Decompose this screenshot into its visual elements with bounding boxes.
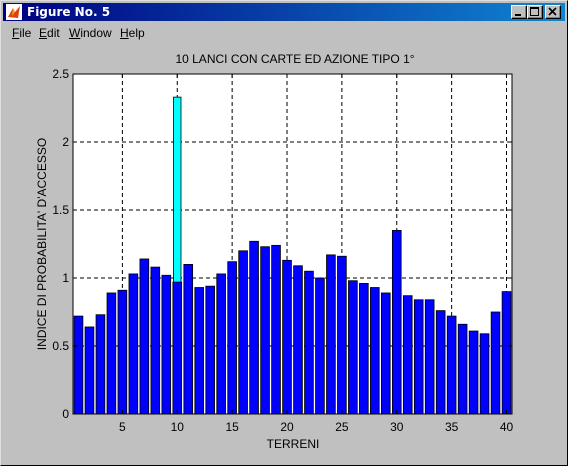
bar [95, 314, 106, 415]
x-tick-label: 35 [445, 420, 459, 434]
y-tick-label: 2.5 [52, 67, 69, 81]
bar [348, 280, 358, 415]
x-tick-label: 30 [390, 420, 404, 434]
bar [183, 263, 194, 415]
bar [326, 254, 336, 415]
minimize-button[interactable] [511, 5, 527, 19]
bar [315, 277, 325, 415]
bar [117, 289, 128, 415]
bar [238, 250, 248, 415]
bar [139, 258, 150, 415]
bar [337, 255, 347, 415]
bar [457, 323, 468, 415]
highlight-bar [173, 96, 182, 283]
bar [271, 244, 281, 415]
bar [380, 292, 391, 415]
maximize-button[interactable] [527, 5, 543, 19]
bar [227, 261, 237, 415]
close-icon [548, 7, 557, 16]
x-tick-label: 15 [225, 420, 239, 434]
bar [260, 246, 270, 415]
menu-file[interactable]: File [12, 26, 32, 40]
y-tick-label: 2 [62, 135, 69, 149]
x-tick-label: 20 [280, 420, 294, 434]
window-title: Figure No. 5 [27, 5, 111, 19]
minimize-icon [515, 14, 521, 16]
bar [282, 259, 292, 415]
y-tick-label: 1.5 [52, 203, 69, 217]
bar [370, 287, 380, 415]
bar [128, 273, 139, 415]
bar [413, 299, 424, 415]
bar [161, 274, 172, 415]
bar [490, 311, 501, 415]
figure-plot: 0 0.5 1 1.5 2 2.5 5 10 15 20 25 30 35 40 10 LANCI CON… [35, 52, 514, 451]
bar [501, 291, 512, 415]
title-bar[interactable]: Figure No. 5 [3, 3, 565, 21]
axes-frame [72, 73, 513, 415]
bar [205, 285, 215, 415]
bar [84, 326, 95, 415]
bar [391, 229, 402, 415]
x-tick-label: 25 [335, 420, 349, 434]
chart-title: 10 LANCI CON CARTE ED AZIONE TIPO 1° [175, 52, 414, 66]
x-tick-label: 5 [119, 420, 126, 434]
axis-ticks: 0 0.5 1 1.5 2 2.5 5 10 15 20 25 30 35 40 [52, 67, 513, 434]
bar [194, 287, 205, 415]
bar [304, 270, 314, 415]
bar [468, 330, 479, 415]
matlab-icon [6, 4, 22, 20]
bar [172, 281, 183, 415]
x-tick-label: 10 [171, 420, 185, 434]
bar [479, 333, 490, 415]
bar [359, 283, 369, 415]
maximize-icon [530, 7, 539, 16]
y-tick-label: 0 [62, 407, 69, 421]
bar [402, 295, 413, 415]
bar [424, 299, 435, 415]
menu-help[interactable]: Help [120, 26, 145, 40]
bar [446, 315, 457, 415]
bar [106, 292, 117, 415]
bar [216, 273, 226, 415]
menu-window[interactable]: Window [69, 26, 112, 40]
y-tick-label: 1 [62, 271, 69, 285]
x-tick-label: 40 [500, 420, 514, 434]
bar [73, 315, 84, 415]
bar [435, 310, 446, 415]
y-tick-label: 0.5 [52, 339, 69, 353]
menu-edit[interactable]: Edit [39, 26, 60, 40]
y-axis-label: INDICE DI PROBABILITA' D'ACCESSO [35, 138, 49, 350]
menu-bar: File Edit Window Help [3, 23, 565, 41]
axes-background [73, 74, 512, 414]
close-button[interactable] [545, 5, 561, 19]
bar [150, 266, 161, 415]
x-axis-label: TERRENI [267, 437, 320, 451]
bar [293, 265, 303, 415]
bar-series [73, 96, 512, 415]
bar [249, 240, 259, 415]
